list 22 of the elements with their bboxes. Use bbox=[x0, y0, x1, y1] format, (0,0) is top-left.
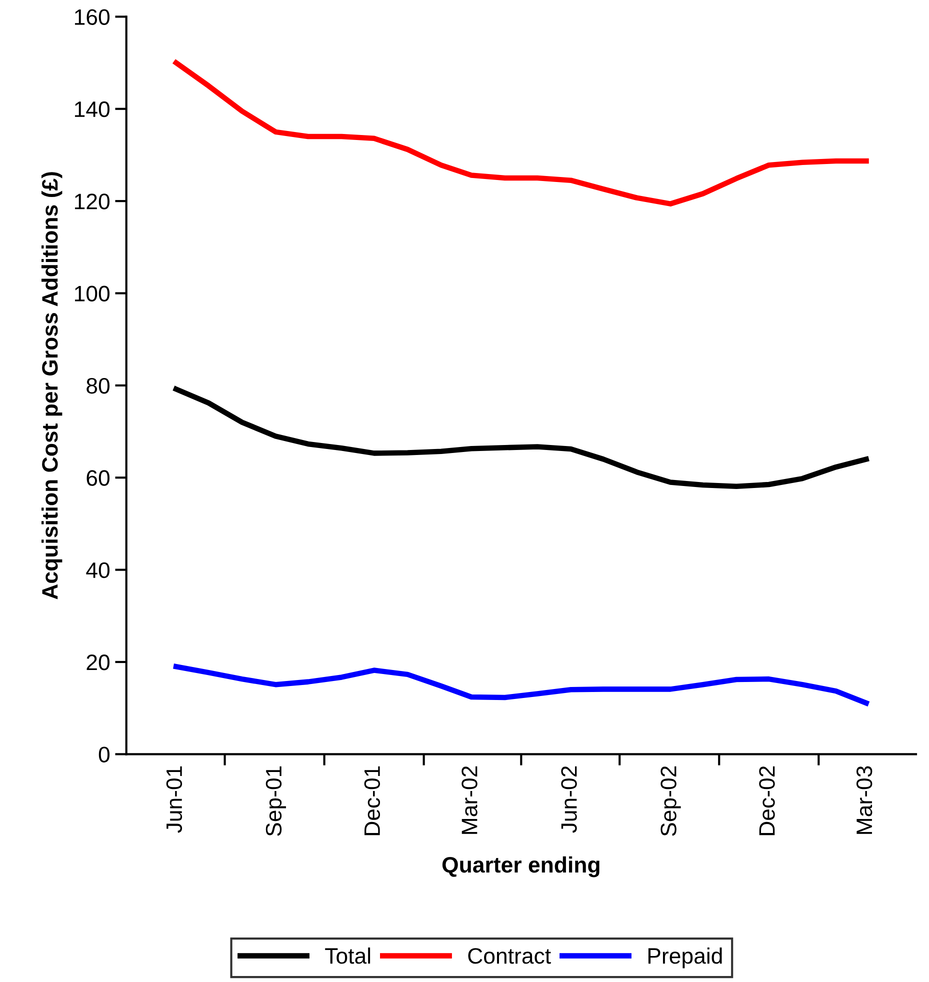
y-tick-label: 160 bbox=[74, 9, 110, 25]
y-tick-label: 0 bbox=[98, 746, 110, 762]
y-tick-label: 60 bbox=[86, 470, 110, 486]
x-tick-label: Dec-02 bbox=[759, 766, 775, 836]
x-tick-label: Sep-02 bbox=[660, 766, 681, 836]
x-axis-title: Quarter ending bbox=[442, 856, 600, 878]
x-tick-label: Dec-01 bbox=[364, 766, 380, 836]
y-axis-title: Acquisition Cost per Gross Additions (£) bbox=[41, 172, 62, 600]
y-tick-label: 100 bbox=[74, 286, 110, 302]
x-tick-label: Jun-02 bbox=[561, 766, 577, 833]
y-tick-label: 40 bbox=[86, 562, 110, 578]
y-tick-label: 120 bbox=[74, 194, 110, 210]
y-tick-label: 80 bbox=[86, 378, 110, 394]
y-tick-label: 140 bbox=[74, 101, 110, 118]
legend-label: Total bbox=[325, 947, 370, 964]
x-tick-label: Mar-03 bbox=[856, 766, 872, 834]
x-tick-label: Sep-01 bbox=[266, 766, 286, 836]
x-tick-label: Jun-01 bbox=[166, 766, 182, 833]
legend-label: Contract bbox=[468, 948, 551, 964]
x-tick-label: Mar-02 bbox=[462, 766, 478, 834]
y-tick-label: 20 bbox=[86, 654, 110, 670]
legend-label: Prepaid bbox=[648, 947, 722, 968]
